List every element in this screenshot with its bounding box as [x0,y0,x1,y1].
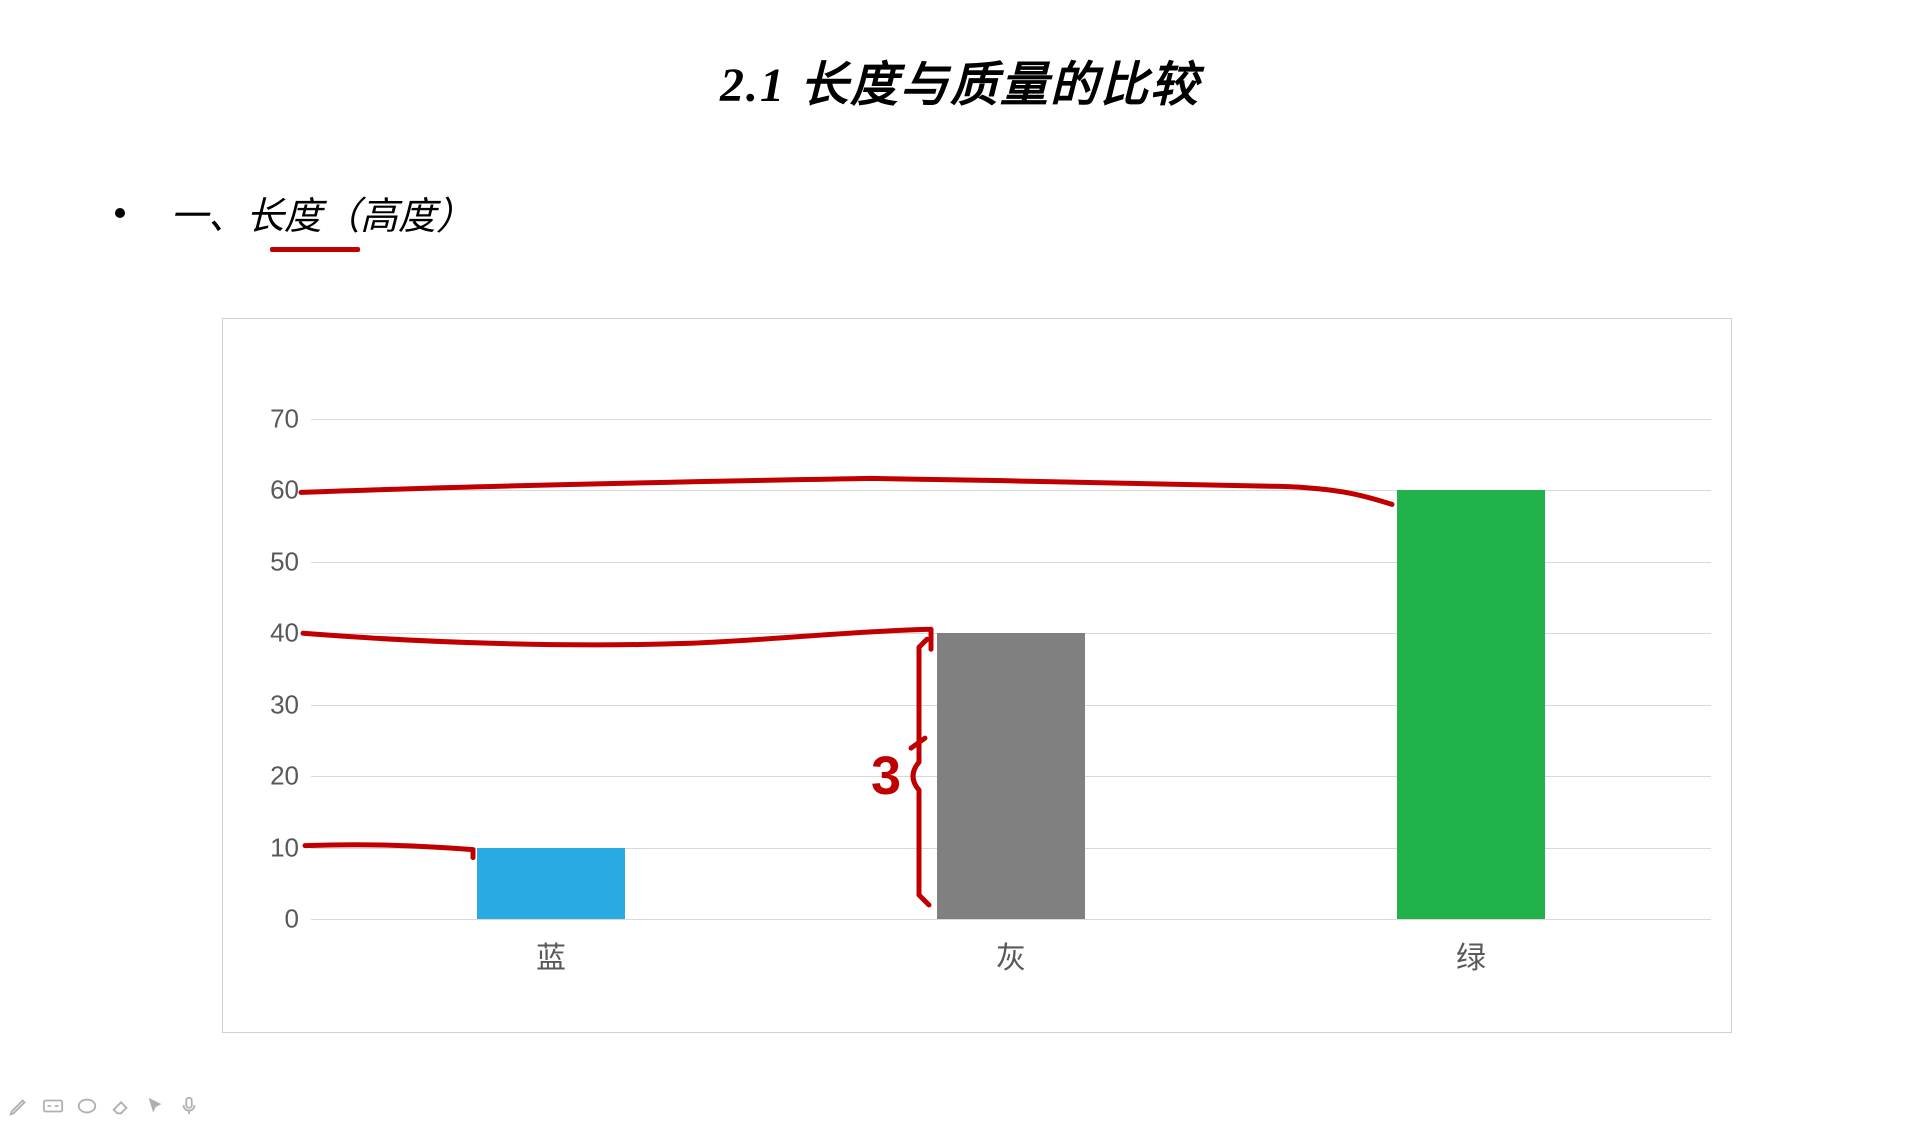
ytick-label: 0 [285,904,311,935]
subtitle: 一、长度（高度） [170,185,474,240]
ytick-label: 30 [270,689,311,720]
bar [937,633,1085,919]
pen-icon[interactable] [8,1095,30,1117]
slide-title: 2.1 长度与质量的比较 [0,45,1920,115]
xtick-label: 蓝 [536,919,566,977]
circle-icon[interactable] [76,1095,98,1117]
ytick-label: 10 [270,832,311,863]
subtitle-suffix: （高度） [322,196,474,238]
underline-annotation [270,247,360,252]
subtitles-icon[interactable] [42,1095,64,1117]
ytick-label: 40 [270,618,311,649]
presenter-toolbar [8,1095,200,1117]
gridline [311,419,1711,420]
bar-chart: 010203040506070蓝灰绿 3 [222,318,1732,1033]
xtick-label: 灰 [996,919,1026,977]
mic-icon[interactable] [178,1095,200,1117]
ytick-label: 50 [270,546,311,577]
cursor-icon[interactable] [144,1095,166,1117]
ytick-label: 20 [270,761,311,792]
eraser-icon[interactable] [110,1095,132,1117]
subtitle-underlined: 长度 [246,196,322,238]
xtick-label: 绿 [1456,919,1486,977]
subtitle-row: 一、长度（高度） [115,185,1920,240]
plot-area: 010203040506070蓝灰绿 [311,419,1711,919]
subtitle-prefix: 一、 [170,196,246,238]
ytick-label: 60 [270,475,311,506]
bullet-icon [115,208,125,218]
bar [1397,490,1545,919]
bar [477,848,625,919]
ytick-label: 70 [270,404,311,435]
